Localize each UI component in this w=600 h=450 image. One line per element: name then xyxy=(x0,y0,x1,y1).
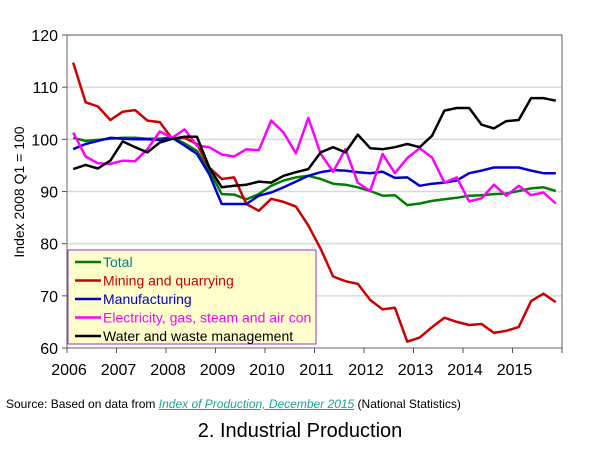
x-tick-label: 2014 xyxy=(447,362,483,379)
source-suffix: (National Statistics) xyxy=(354,397,461,411)
legend-label: Manufacturing xyxy=(103,291,192,307)
x-tick-label: 2011 xyxy=(299,362,334,379)
y-tick-label: 70 xyxy=(40,289,58,306)
y-tick-label: 80 xyxy=(40,237,58,254)
y-tick-label: 110 xyxy=(32,80,58,97)
series-line-electricity-gas-steam-and-air-con xyxy=(72,116,557,205)
legend: Total Mining and quarrying Manufacturing El… xyxy=(67,249,317,345)
source-prefix: Source: Based on data from xyxy=(6,397,159,411)
legend-label: Water and waste management xyxy=(103,328,293,344)
y-tick-label: 120 xyxy=(31,28,58,45)
series-line-water-and-waste-management xyxy=(72,96,557,189)
y-tick-label: 60 xyxy=(40,341,58,358)
x-tick-label: 2010 xyxy=(249,362,285,379)
source-link[interactable]: Index of Production, December 2015 xyxy=(158,397,355,411)
source-note: Source: Based on data from Index of Prod… xyxy=(6,397,461,411)
x-tick-label: 2013 xyxy=(398,362,434,379)
y-tick-label: 100 xyxy=(31,132,58,149)
x-tick-label: 2008 xyxy=(150,362,186,379)
axes: 60 70 80 90 100 110 120 2006 2007 2008 2009 2010 201… xyxy=(31,28,563,379)
line-chart: 60 70 80 90 100 110 120 2006 2007 2008 2009 2010 201… xyxy=(11,28,563,379)
series-lines xyxy=(72,62,557,343)
legend-label: Total xyxy=(103,254,133,270)
x-tick-label: 2012 xyxy=(348,362,384,379)
y-tick-label: 90 xyxy=(40,185,58,202)
x-tick-label: 2015 xyxy=(497,362,533,379)
x-tick-label: 2007 xyxy=(101,362,137,379)
legend-label: Mining and quarrying xyxy=(103,273,234,289)
x-tick-label: 2009 xyxy=(200,362,236,379)
legend-box xyxy=(67,249,317,345)
x-tick-label: 2006 xyxy=(51,362,87,379)
series-line-mining-and-quarrying xyxy=(72,62,557,343)
chart-title: 2. Industrial Production xyxy=(197,420,403,442)
legend-label: Electricity, gas, steam and air con xyxy=(103,310,311,326)
y-axis-label: Index 2008 Q1 = 100 xyxy=(11,126,27,257)
